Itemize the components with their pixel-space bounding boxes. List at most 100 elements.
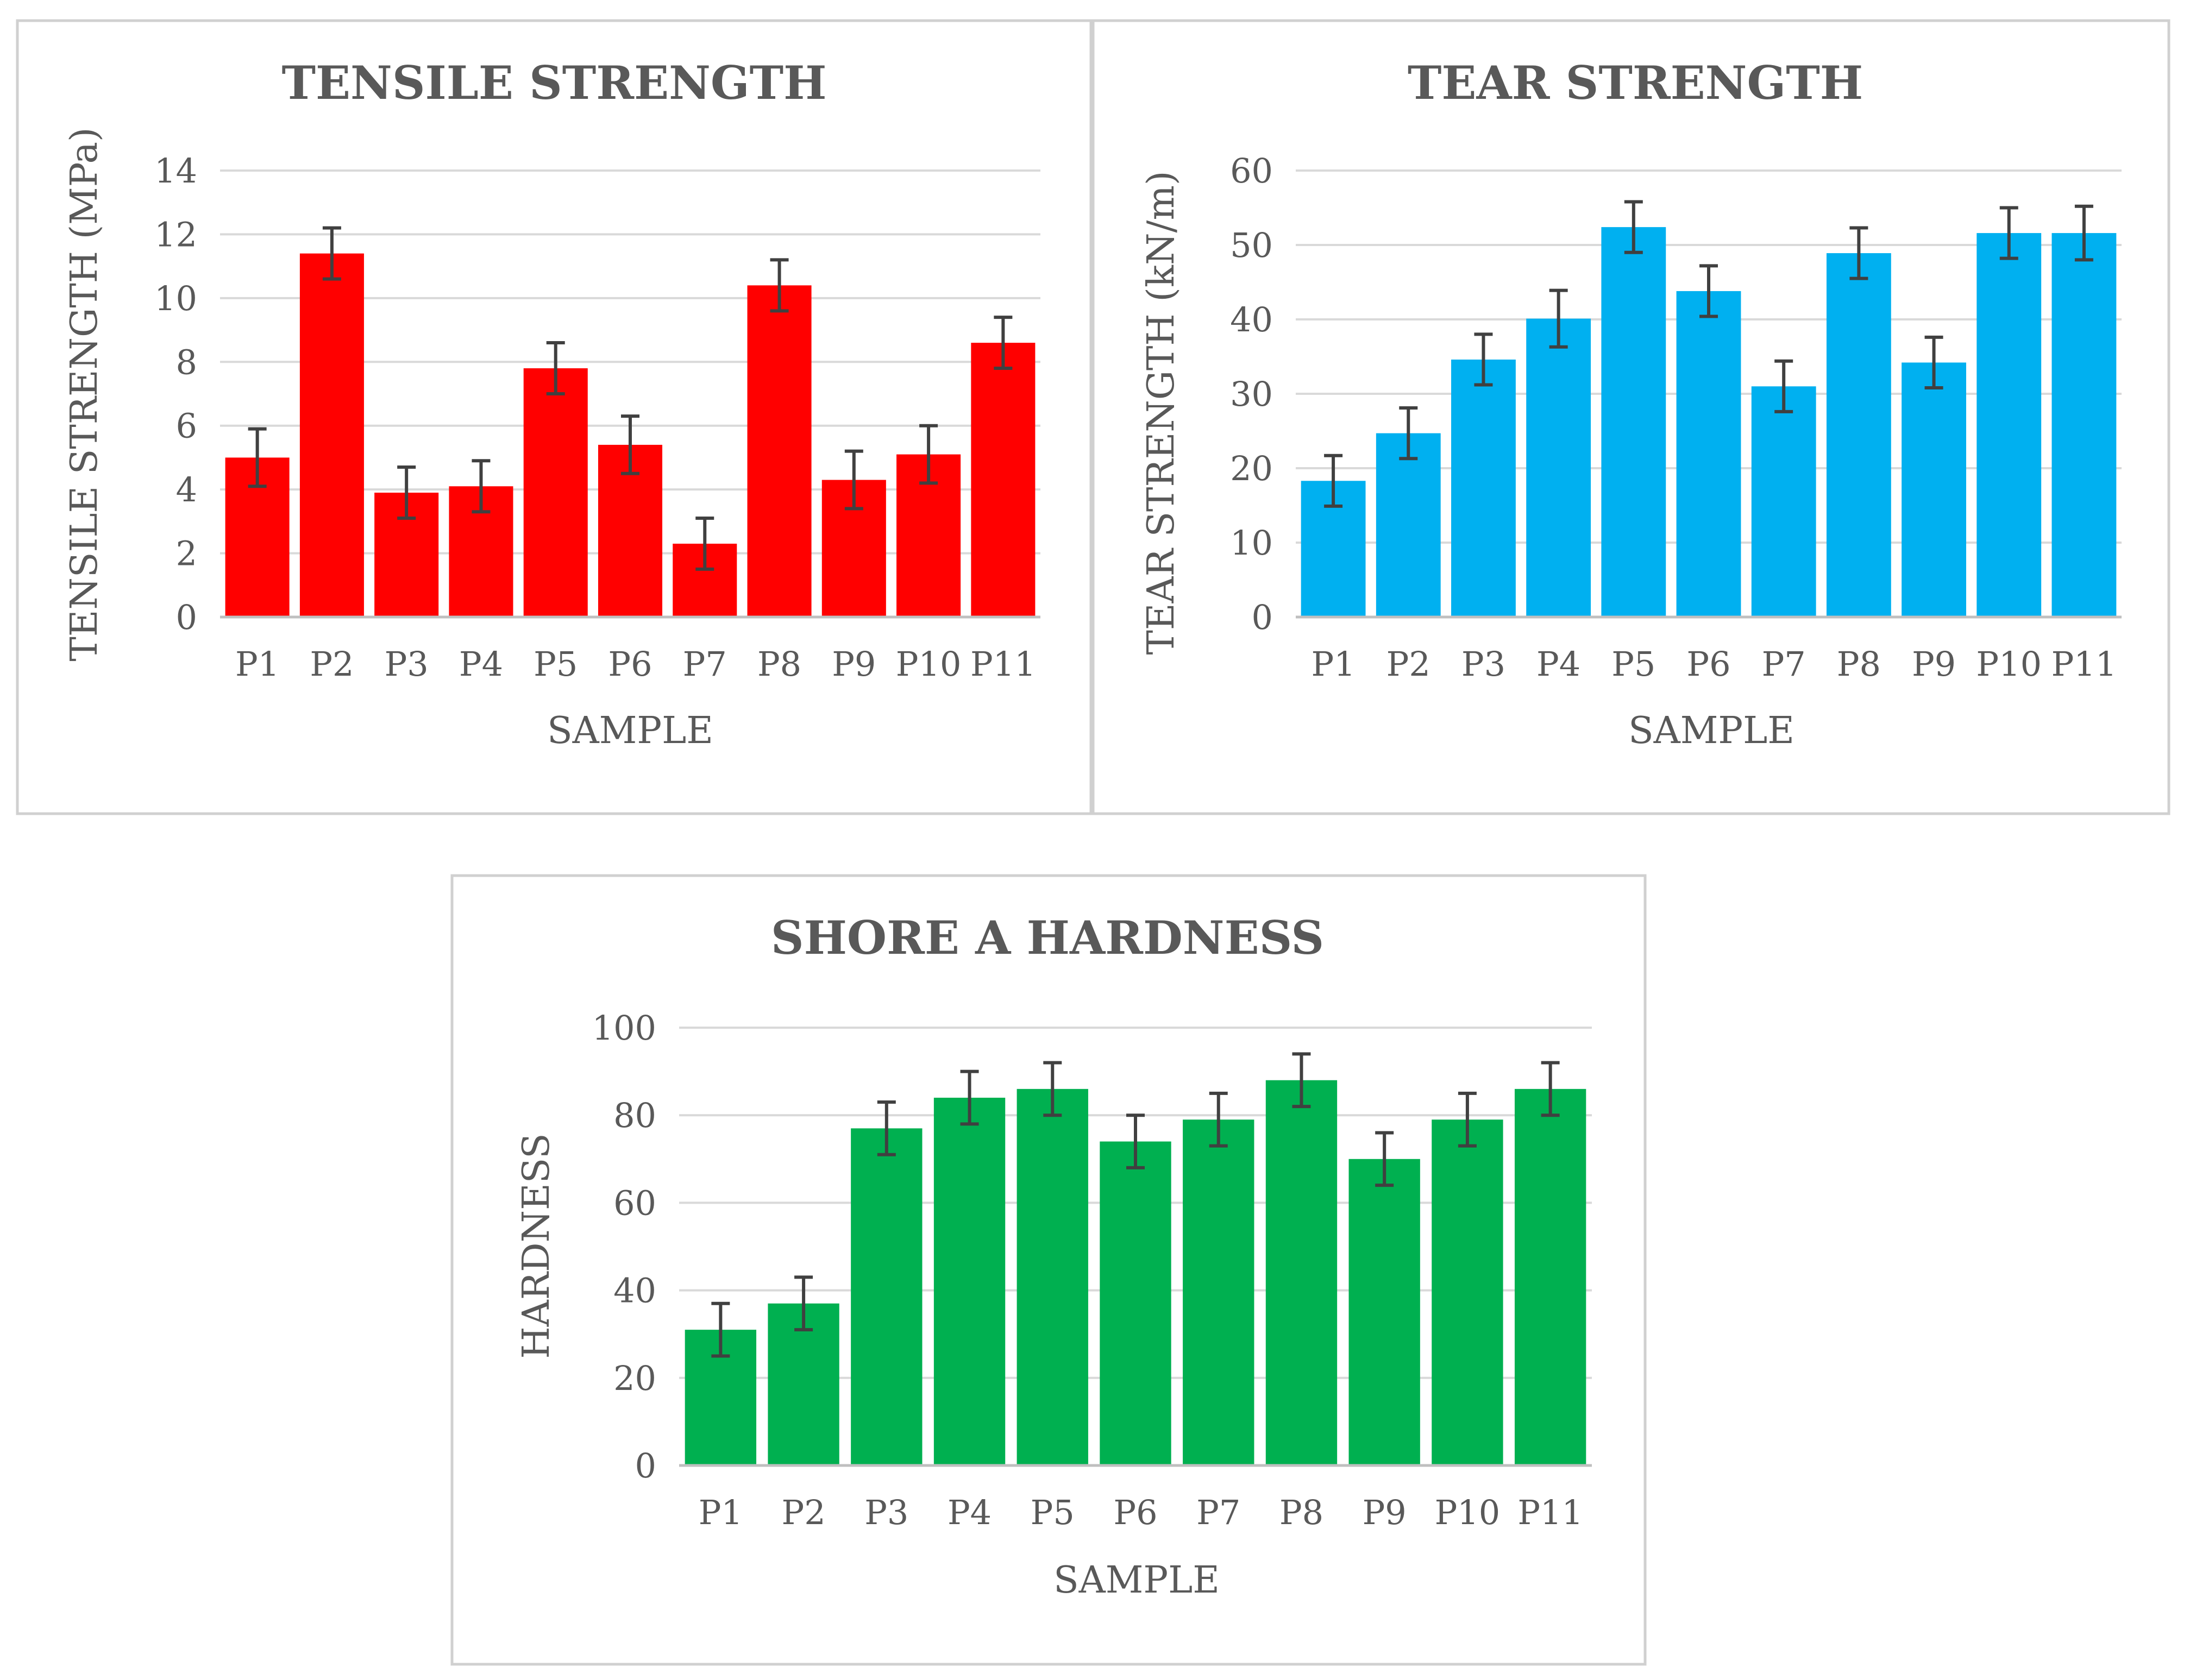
bar-p2 [1376, 433, 1441, 617]
error-bar-p11 [2074, 204, 2093, 262]
error-bar-p3 [397, 465, 416, 520]
x-tick-label-p2: P2 [782, 1493, 826, 1532]
bar-p7 [1183, 1119, 1254, 1465]
x-axis-title: SAMPLE [547, 709, 713, 752]
error-bars [248, 226, 1013, 571]
error-bar-p3 [877, 1100, 896, 1156]
y-tick-label-12: 12 [154, 215, 197, 254]
bar-p11 [971, 343, 1036, 617]
x-tick-label-p6: P6 [608, 644, 652, 684]
error-bar-p6 [1126, 1113, 1145, 1169]
error-bar-p10 [1458, 1091, 1477, 1148]
x-tick-label-p11: P11 [1517, 1493, 1583, 1532]
chart-title: SHORE A HARDNESS [771, 911, 1324, 965]
x-tick-label-p1: P1 [699, 1493, 743, 1532]
x-tick-label-p6: P6 [1113, 1493, 1157, 1532]
error-bar-p8 [1292, 1052, 1311, 1109]
error-bar-p1 [248, 427, 267, 488]
bar-p5 [1601, 227, 1666, 617]
x-tick-label-p3: P3 [1461, 644, 1505, 684]
bar-p11 [1514, 1088, 1586, 1465]
error-bars [711, 1052, 1560, 1358]
error-bar-p10 [1999, 206, 2018, 260]
error-bar-p5 [1043, 1061, 1062, 1117]
x-tick-label-p5: P5 [1611, 644, 1655, 684]
bar-p9 [1348, 1159, 1420, 1465]
error-bar-p4 [472, 459, 491, 514]
bar-p6 [1100, 1141, 1171, 1465]
x-tick-label-p7: P7 [1762, 644, 1806, 684]
chart-title: TENSILE STRENGTH [282, 56, 827, 110]
x-tick-label-p8: P8 [1279, 1493, 1323, 1532]
x-tick-label-p10: P10 [896, 644, 962, 684]
error-bar-p7 [695, 516, 714, 571]
y-tick-label-0: 0 [1252, 597, 1273, 637]
bar-p2 [299, 253, 364, 618]
bar-p7 [1751, 386, 1816, 617]
error-bar-p2 [794, 1275, 813, 1332]
y-tick-label-60: 60 [613, 1183, 656, 1223]
y-tick-label-20: 20 [1230, 449, 1273, 488]
error-bar-p8 [770, 258, 789, 313]
x-tick-label-p6: P6 [1686, 644, 1730, 684]
y-axis-title: TEAR STRENGTH (kN/m) [1140, 171, 1183, 655]
y-tick-label-2: 2 [176, 534, 197, 574]
error-bar-p11 [1541, 1061, 1560, 1117]
bar-p3 [1451, 359, 1516, 617]
error-bar-p11 [994, 316, 1013, 370]
y-axis-title: TENSILE STRENGTH (MPa) [63, 127, 106, 661]
x-tick-label-p3: P3 [385, 644, 429, 684]
bar-p8 [1826, 253, 1891, 617]
tear-strength-chart: TEAR STRENGTH 0 10 20 30 40 50 60 P1 P2 P3 P4 P5 P6… [1091, 19, 2170, 815]
bar-p8 [1265, 1080, 1338, 1465]
bars [685, 1080, 1586, 1465]
x-tick-label-p3: P3 [864, 1493, 908, 1532]
y-tick-label-0: 0 [635, 1446, 656, 1486]
x-tick-label-p10: P10 [1435, 1493, 1501, 1532]
x-tick-label-p7: P7 [1196, 1493, 1240, 1532]
bar-p3 [851, 1128, 923, 1465]
x-tick-label-p10: P10 [1976, 644, 2042, 684]
x-tick-label-p5: P5 [1031, 1493, 1075, 1532]
x-tick-label-p4: P4 [459, 644, 503, 684]
error-bar-p2 [1399, 406, 1418, 461]
y-tick-label-20: 20 [613, 1358, 656, 1398]
y-tick-label-10: 10 [1230, 523, 1273, 563]
x-tick-label-p8: P8 [757, 644, 801, 684]
x-tick-label-p9: P9 [1363, 1493, 1407, 1532]
error-bar-p9 [844, 449, 863, 511]
bar-p10 [1977, 233, 2042, 618]
error-bar-p4 [1549, 288, 1568, 349]
bar-p8 [747, 285, 812, 617]
y-tick-label-14: 14 [154, 151, 197, 191]
y-tick-label-10: 10 [154, 279, 197, 318]
y-tick-label-100: 100 [592, 1008, 656, 1048]
error-bar-p5 [1624, 200, 1643, 254]
y-tick-label-80: 80 [613, 1096, 656, 1135]
x-tick-labels: P1 P2 P3 P4 P5 P6 P7 P8 P9 P10 P11 [1312, 644, 2117, 684]
y-tick-label-60: 60 [1230, 151, 1273, 191]
y-tick-label-40: 40 [1230, 300, 1273, 339]
x-tick-label-p9: P9 [832, 644, 876, 684]
error-bar-p6 [1699, 264, 1718, 318]
x-tick-labels: P1 P2 P3 P4 P5 P6 P7 P8 P9 P10 P11 [699, 1493, 1583, 1532]
bar-p6 [1676, 291, 1741, 617]
bars [1301, 227, 2117, 618]
error-bar-p9 [1375, 1131, 1394, 1187]
bar-p5 [1017, 1088, 1088, 1465]
chart-title: TEAR STRENGTH [1408, 56, 1863, 110]
x-tick-label-p11: P11 [970, 644, 1036, 684]
error-bar-p7 [1774, 359, 1793, 413]
y-tick-label-30: 30 [1230, 374, 1273, 414]
bar-p5 [523, 368, 588, 617]
y-tick-labels: 0 10 20 30 40 50 60 [1230, 151, 1273, 637]
error-bars [1324, 200, 2093, 508]
shore-a-hardness-chart: SHORE A HARDNESS 0 20 40 60 80 100 P1 P2 P3 P4 P5… [450, 874, 1647, 1666]
error-bar-p1 [1324, 454, 1343, 508]
error-bar-p4 [960, 1069, 979, 1126]
x-tick-label-p2: P2 [310, 644, 354, 684]
x-tick-label-p7: P7 [683, 644, 727, 684]
bar-p10 [1432, 1119, 1503, 1465]
bar-p4 [1526, 318, 1591, 617]
